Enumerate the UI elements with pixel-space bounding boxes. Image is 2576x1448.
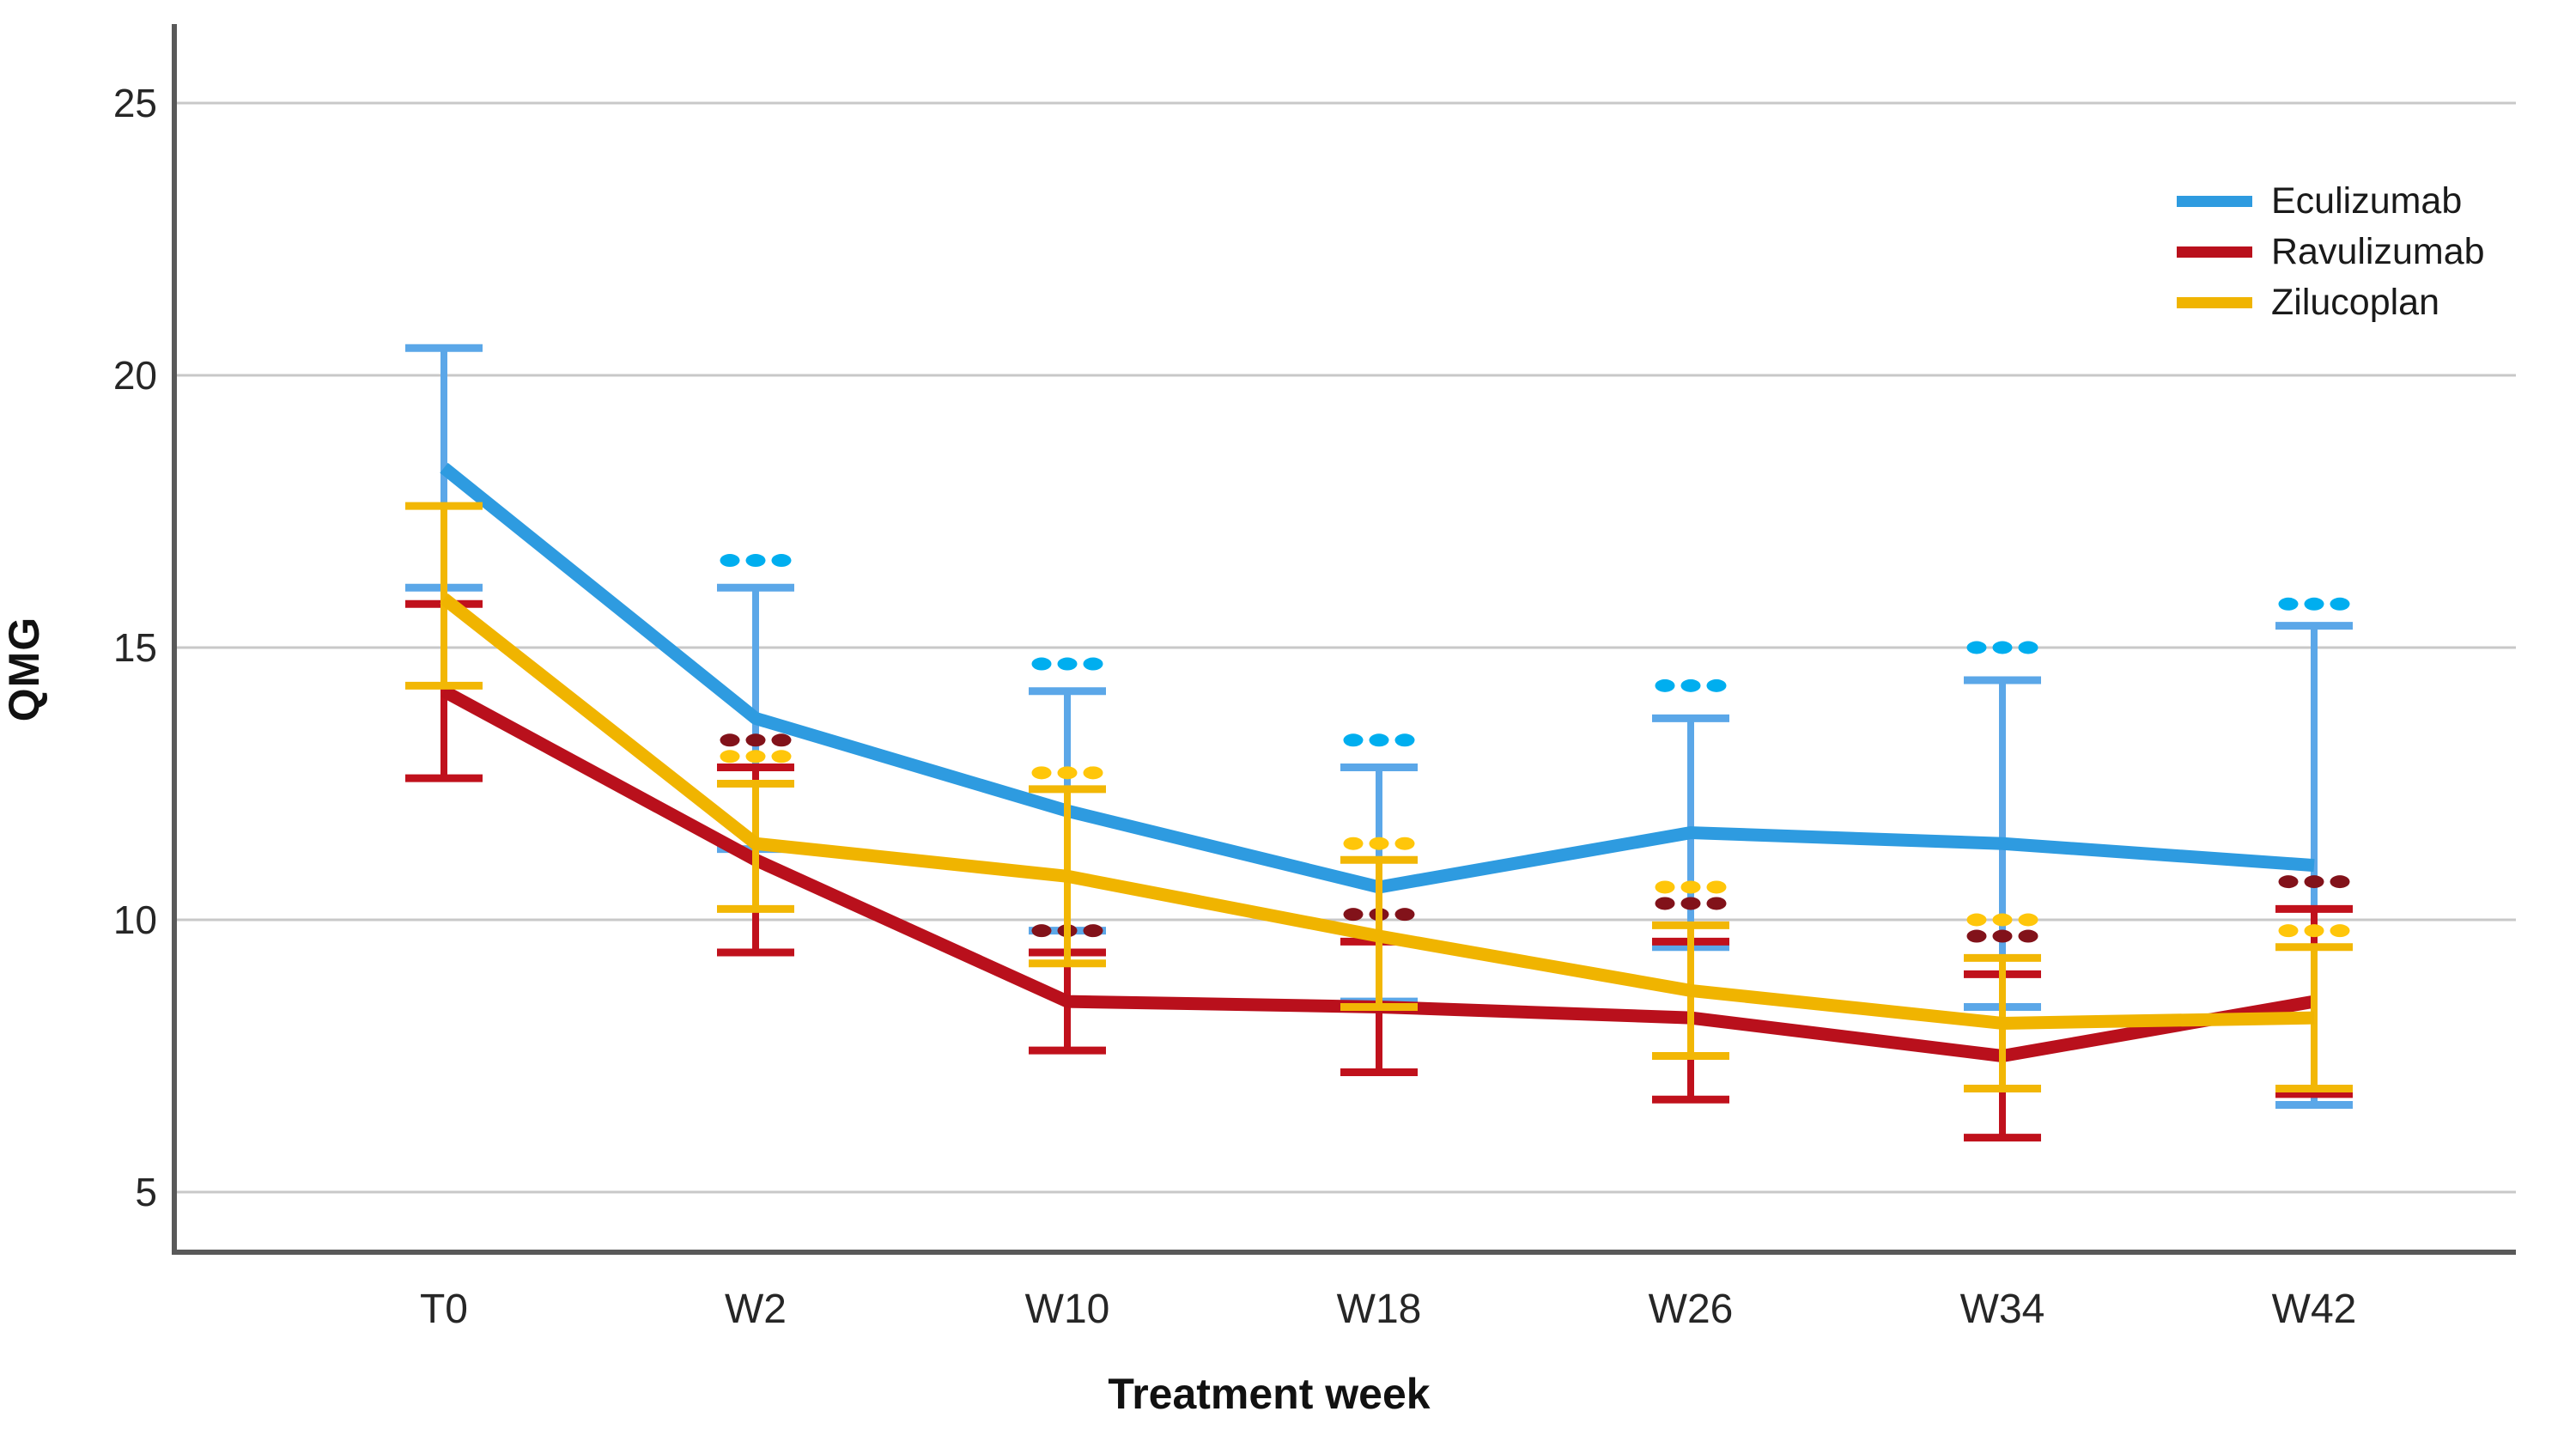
sig-dot	[2018, 929, 2038, 943]
sig-dot	[745, 733, 766, 747]
legend-label: Eculizumab	[2271, 180, 2463, 222]
sig-dot	[1031, 657, 1052, 671]
sig-dot	[1680, 880, 1701, 894]
sig-dot	[1706, 897, 1727, 910]
sig-dot	[1655, 880, 1675, 894]
sig-dot	[1343, 908, 1364, 922]
sig-dot	[1343, 733, 1364, 747]
sig-dots-ravulizumab-W42	[2278, 875, 2350, 889]
sig-dot	[745, 750, 766, 764]
legend-label: Ravulizumab	[2271, 231, 2485, 272]
zilucoplan-line-swatch	[2177, 297, 2252, 308]
x-tick-label-W18: W18	[1337, 1287, 1422, 1332]
sig-dot	[1706, 880, 1727, 894]
sig-dots-zilucoplan-W18	[1343, 837, 1415, 850]
sig-dot	[2330, 597, 2350, 611]
sig-dot	[1343, 837, 1364, 850]
sig-dot	[1966, 641, 1987, 654]
sig-dot	[2330, 875, 2350, 889]
sig-dot	[2278, 597, 2299, 611]
x-tick-label-W26: W26	[1649, 1287, 1734, 1332]
legend-item-eculizumab: Eculizumab	[2177, 180, 2485, 222]
sig-dot	[1057, 657, 1078, 671]
ravulizumab-line-swatch	[2177, 246, 2252, 258]
series-zilucoplan	[405, 502, 2353, 1093]
sig-dot	[2018, 913, 2038, 927]
sig-dot	[2304, 597, 2324, 611]
sig-dots-eculizumab-W10	[1031, 657, 1103, 671]
y-tick-label-20: 20	[113, 353, 157, 398]
sig-dot	[1031, 924, 1052, 938]
sig-dot	[1369, 837, 1389, 850]
sig-dot	[1369, 733, 1389, 747]
legend: Eculizumab Ravulizumab Zilucoplan	[2177, 180, 2485, 323]
sig-dot	[2304, 924, 2324, 938]
sig-dots-ravulizumab-W26	[1655, 897, 1727, 910]
sig-dot	[1680, 897, 1701, 910]
sig-dots-eculizumab-W26	[1655, 678, 1727, 692]
sig-dot	[1083, 766, 1103, 780]
x-tick-label-W42: W42	[2272, 1287, 2357, 1332]
sig-dot	[1992, 641, 2013, 654]
sig-dots-ravulizumab-W18	[1343, 908, 1415, 922]
sig-dot	[1966, 913, 1987, 927]
sig-dots-ravulizumab-W10	[1031, 924, 1103, 938]
sig-dot	[1083, 657, 1103, 671]
sig-dot	[2330, 924, 2350, 938]
sig-dot	[1057, 766, 1078, 780]
sig-dots-zilucoplan-W26	[1655, 880, 1727, 894]
sig-dot	[2278, 875, 2299, 889]
sig-dot	[1992, 913, 2013, 927]
x-tick-label-W10: W10	[1025, 1287, 1110, 1332]
sig-dot	[2304, 875, 2324, 889]
sig-dots-eculizumab-W42	[2278, 597, 2350, 611]
y-axis-title: QMG	[0, 616, 48, 722]
legend-item-ravulizumab: Ravulizumab	[2177, 231, 2485, 272]
sig-dots-zilucoplan-W34	[1966, 913, 2038, 927]
sig-dot	[1966, 929, 1987, 943]
sig-dot	[1394, 733, 1415, 747]
sig-dots-eculizumab-W34	[1966, 641, 2038, 654]
x-axis-title: Treatment week	[1108, 1370, 1431, 1418]
eculizumab-line-swatch	[2177, 196, 2252, 207]
x-tick-label-W34: W34	[1960, 1287, 2045, 1332]
series-line-zilucoplan	[440, 593, 2315, 1030]
sig-dot	[771, 733, 792, 747]
sig-dot	[1706, 678, 1727, 692]
sig-dots-zilucoplan-W42	[2278, 924, 2350, 938]
y-tick-label-15: 15	[113, 625, 157, 670]
sig-dots-ravulizumab-W2	[720, 733, 792, 747]
sig-dots-zilucoplan-W10	[1031, 766, 1103, 780]
sig-dot	[2018, 641, 2038, 654]
sig-dot	[1655, 897, 1675, 910]
x-tick-label-W2: W2	[725, 1287, 787, 1332]
legend-label: Zilucoplan	[2271, 282, 2439, 323]
sig-dot	[1083, 924, 1103, 938]
sig-dots-eculizumab-W2	[720, 554, 792, 568]
error-bar-zilucoplan-T0	[405, 502, 483, 690]
sig-dot	[720, 750, 740, 764]
sig-dot	[771, 750, 792, 764]
sig-dot	[1394, 837, 1415, 850]
sig-dots-eculizumab-W18	[1343, 733, 1415, 747]
x-tick-label-T0: T0	[420, 1287, 468, 1332]
sig-dot	[1031, 766, 1052, 780]
sig-dot	[771, 554, 792, 568]
sig-dot	[1394, 908, 1415, 922]
sig-dot	[1992, 929, 2013, 943]
sig-dots-ravulizumab-W34	[1966, 929, 2038, 943]
sig-dot	[720, 554, 740, 568]
sig-dot	[1655, 678, 1675, 692]
sig-dot	[2278, 924, 2299, 938]
legend-item-zilucoplan: Zilucoplan	[2177, 282, 2485, 323]
sig-dots-zilucoplan-W2	[720, 750, 792, 764]
y-tick-label-5: 5	[135, 1170, 157, 1214]
y-tick-label-25: 25	[113, 81, 157, 125]
sig-dot	[745, 554, 766, 568]
y-tick-label-10: 10	[113, 897, 157, 942]
sig-dot	[1680, 678, 1701, 692]
sig-dot	[720, 733, 740, 747]
